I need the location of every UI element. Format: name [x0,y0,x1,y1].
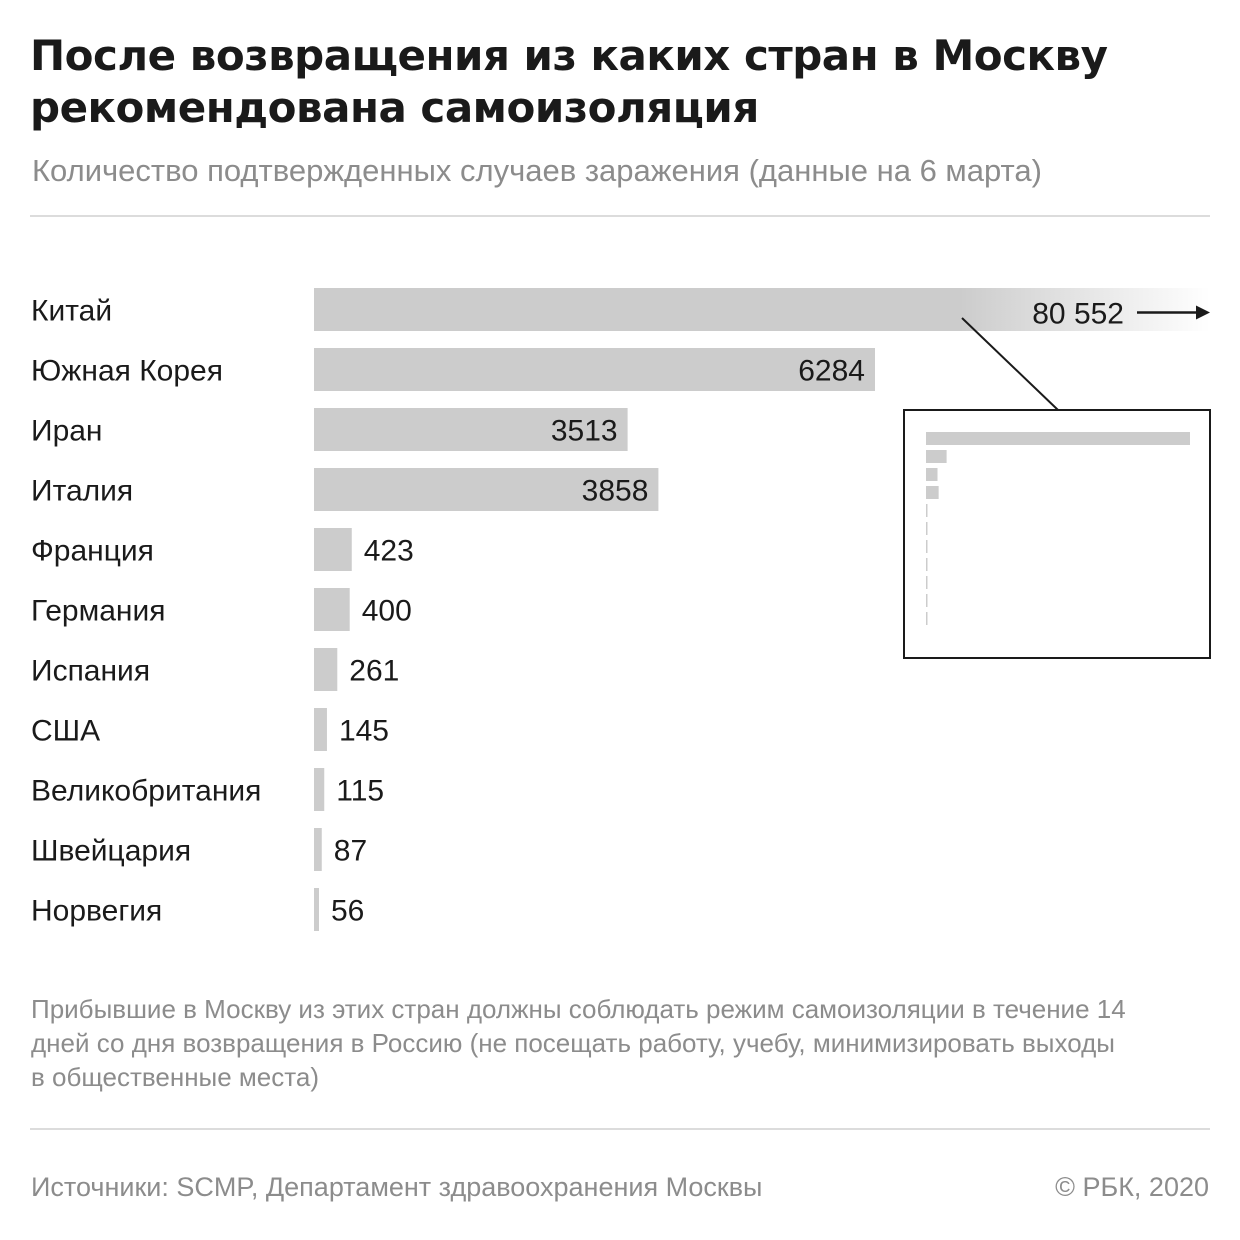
arrow-icon [1196,305,1210,320]
inset-bar [926,504,928,517]
bar [314,588,350,631]
bottom-divider [30,1128,1210,1130]
inset-bar [926,468,938,481]
category-label: Испания [31,655,150,688]
value-label: 87 [334,835,367,868]
value-label: 56 [331,895,364,928]
inset-bar [926,450,947,463]
value-label: 3513 [551,415,618,448]
inset-bar [926,576,928,589]
inset-bar [926,558,928,571]
value-label: 145 [339,715,389,748]
inset-bar [926,594,928,607]
chart-title: После возвращения из каких стран в Москв… [30,31,1108,132]
inset-bar [926,522,928,535]
value-label: 261 [349,655,399,688]
source-text: Источники: SCMP, Департамент здравоохран… [31,1172,763,1202]
bar [314,768,325,811]
inset-bar [926,486,939,499]
bar [314,408,628,451]
bar [314,888,319,931]
category-label: Великобритания [31,775,261,808]
bar [314,528,352,571]
category-label: Германия [31,595,166,628]
category-label: Швейцария [31,835,191,868]
inset-bar [926,540,928,553]
bar [314,648,338,691]
top-divider [30,215,1210,217]
bar-chart: Китай 80 552 Южная Корея 6284 Иран 3513 Италия… [31,288,1211,931]
value-label: 80 552 [1032,298,1124,331]
value-label: 423 [364,535,414,568]
value-label: 400 [362,595,412,628]
value-label: 6284 [798,355,865,388]
inset-connector-line [961,317,1059,411]
inset-bar [926,612,928,625]
category-label: Норвегия [31,895,162,928]
category-label: Франция [31,535,154,568]
category-label: Иран [31,415,103,448]
bar [314,288,1210,331]
copyright-text: © РБК, 2020 [1055,1172,1209,1202]
category-label: США [31,715,100,748]
bar [314,348,875,391]
category-label: Италия [31,475,133,508]
bar [314,468,659,511]
value-label: 3858 [582,475,649,508]
chart-subtitle: Количество подтвержденных случаев зараже… [32,153,1042,188]
bar [314,708,327,751]
category-label: Китай [31,295,112,328]
inset-bar [926,432,1190,445]
category-label: Южная Корея [31,355,223,388]
value-label: 115 [336,775,384,808]
footnote: Прибывшие в Москву из этих стран должны … [31,994,1126,1092]
inset-frame [903,409,1211,659]
bar [314,828,322,871]
